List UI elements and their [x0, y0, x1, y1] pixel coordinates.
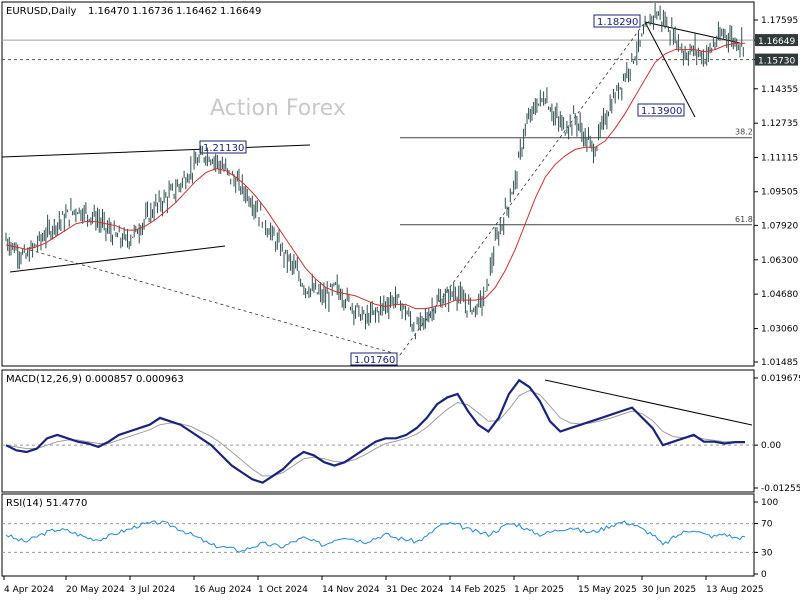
macd-title: MACD(12,26,9) 0.000857 0.000963	[6, 374, 184, 385]
moving-average-line	[5, 42, 745, 310]
annotation-box: 1.21130	[199, 140, 247, 154]
macd-main-line	[5, 378, 745, 484]
trendline-upper	[1, 144, 311, 158]
time-tick-label: 1 Oct 2024	[258, 585, 308, 595]
price-bar-ticks	[5, 3, 744, 340]
price-tick-label: 1.12735	[761, 119, 798, 129]
time-tick-label: 20 May 2024	[66, 585, 125, 595]
time-tick-label: 15 May 2025	[578, 585, 637, 595]
annotation-box: 1.01760	[350, 352, 398, 366]
price-tick-label: 1.03060	[761, 325, 798, 335]
wedge-bottom-line	[644, 21, 696, 118]
annotation-box-frame	[637, 103, 685, 117]
price-panel-frame	[1, 1, 755, 367]
macd-trendline	[544, 379, 753, 426]
annotation-box: 1.18290	[593, 14, 641, 28]
rsi-tick-label: 30	[761, 548, 773, 558]
time-tick-label: 3 Jul 2024	[130, 585, 175, 595]
price-annotations: 38.2 61.8 1.18290 1.13900 1.21130 1.01760	[1, 14, 754, 366]
ohlc-close: 1.16649	[220, 6, 261, 17]
annotation-label: 1.18290	[597, 17, 638, 28]
time-tick-label: 14 Feb 2025	[450, 585, 506, 595]
price-markers: 1.16649 1.15730	[755, 34, 798, 67]
annotation-box-frame	[350, 352, 398, 366]
moving-average	[5, 42, 745, 310]
macd-axis: 0.019679 0.00 -0.012552	[2, 374, 800, 494]
macd-panel: MACD(12,26,9) 0.000857 0.000963 0.019679…	[1, 369, 800, 494]
time-tick-label: 31 Dec 2024	[386, 585, 444, 595]
annotation-label: 1.01760	[354, 355, 395, 366]
fib-level-label: 38.2	[735, 128, 753, 137]
time-tick-label: 4 Apr 2024	[4, 585, 54, 595]
price-tick-label: 1.06300	[761, 256, 798, 266]
price-marker-label: 1.15730	[758, 57, 795, 67]
annotation-box: 1.13900	[637, 103, 685, 117]
watermark: Action Forex	[210, 96, 346, 121]
price-panel: EURUSD,Daily 1.16470 1.16736 1.16462 1.1…	[1, 1, 798, 368]
rsi-panel-frame	[1, 493, 755, 577]
price-tick-label: 1.04680	[761, 290, 798, 300]
price-tick-label: 1.01485	[761, 358, 798, 368]
macd-panel-frame	[1, 369, 755, 493]
rsi-tick-label: 0	[761, 570, 767, 580]
rsi-panel: RSI(14) 51.4770 100 70 30 0	[1, 493, 778, 580]
time-axis: 4 Apr 2024 20 May 2024 3 Jul 2024 16 Aug 20…	[3, 576, 764, 595]
wedge-top-line	[644, 21, 741, 44]
macd-tick-label: 0.019679	[761, 374, 800, 384]
fib-level-label: 61.8	[735, 215, 753, 224]
price-axis: 1.17595 1.16649 1.15730 1.14355 1.12735 1.111…	[754, 16, 798, 368]
macd-tick-label: -0.012552	[761, 484, 800, 494]
price-marker-box	[755, 34, 798, 47]
price-tick-label: 1.17595	[761, 16, 798, 26]
rsi-axis: 100 70 30 0	[2, 498, 778, 580]
time-tick-label: 30 Jun 2025	[642, 585, 696, 595]
macd-lines	[5, 378, 753, 484]
trendline-dashed-down	[29, 249, 401, 356]
price-tick-label: 1.07920	[761, 221, 798, 231]
annotation-label: 1.21130	[203, 143, 244, 154]
price-panel-title: EURUSD,Daily	[6, 6, 77, 17]
trendline-lower	[9, 245, 226, 273]
price-marker-box	[755, 53, 798, 66]
ohlc-high: 1.16736	[132, 6, 173, 17]
price-bars	[5, 3, 744, 340]
annotation-box-frame	[199, 140, 247, 154]
price-tick-label: 1.11115	[761, 154, 798, 164]
rsi-lines	[5, 520, 746, 553]
ohlc-open: 1.16470	[88, 6, 129, 17]
annotation-label: 1.13900	[641, 106, 682, 117]
rsi-tick-label: 100	[761, 498, 778, 508]
rsi-tick-label: 70	[761, 520, 773, 530]
price-tick-label: 1.09505	[761, 188, 798, 198]
price-tick-label: 1.14355	[761, 85, 798, 95]
annotation-box-frame	[593, 14, 641, 28]
time-tick-label: 1 Apr 2025	[514, 585, 564, 595]
rsi-title: RSI(14) 51.4770	[6, 498, 87, 509]
time-tick-label: 14 Nov 2024	[322, 585, 380, 595]
macd-tick-label: 0.00	[761, 441, 781, 451]
rsi-line	[5, 520, 746, 553]
time-tick-label: 13 Aug 2025	[706, 585, 764, 595]
ohlc-low: 1.16462	[176, 6, 217, 17]
price-marker-label: 1.16649	[758, 37, 795, 47]
time-tick-label: 16 Aug 2024	[194, 585, 252, 595]
macd-signal-line	[5, 390, 745, 477]
